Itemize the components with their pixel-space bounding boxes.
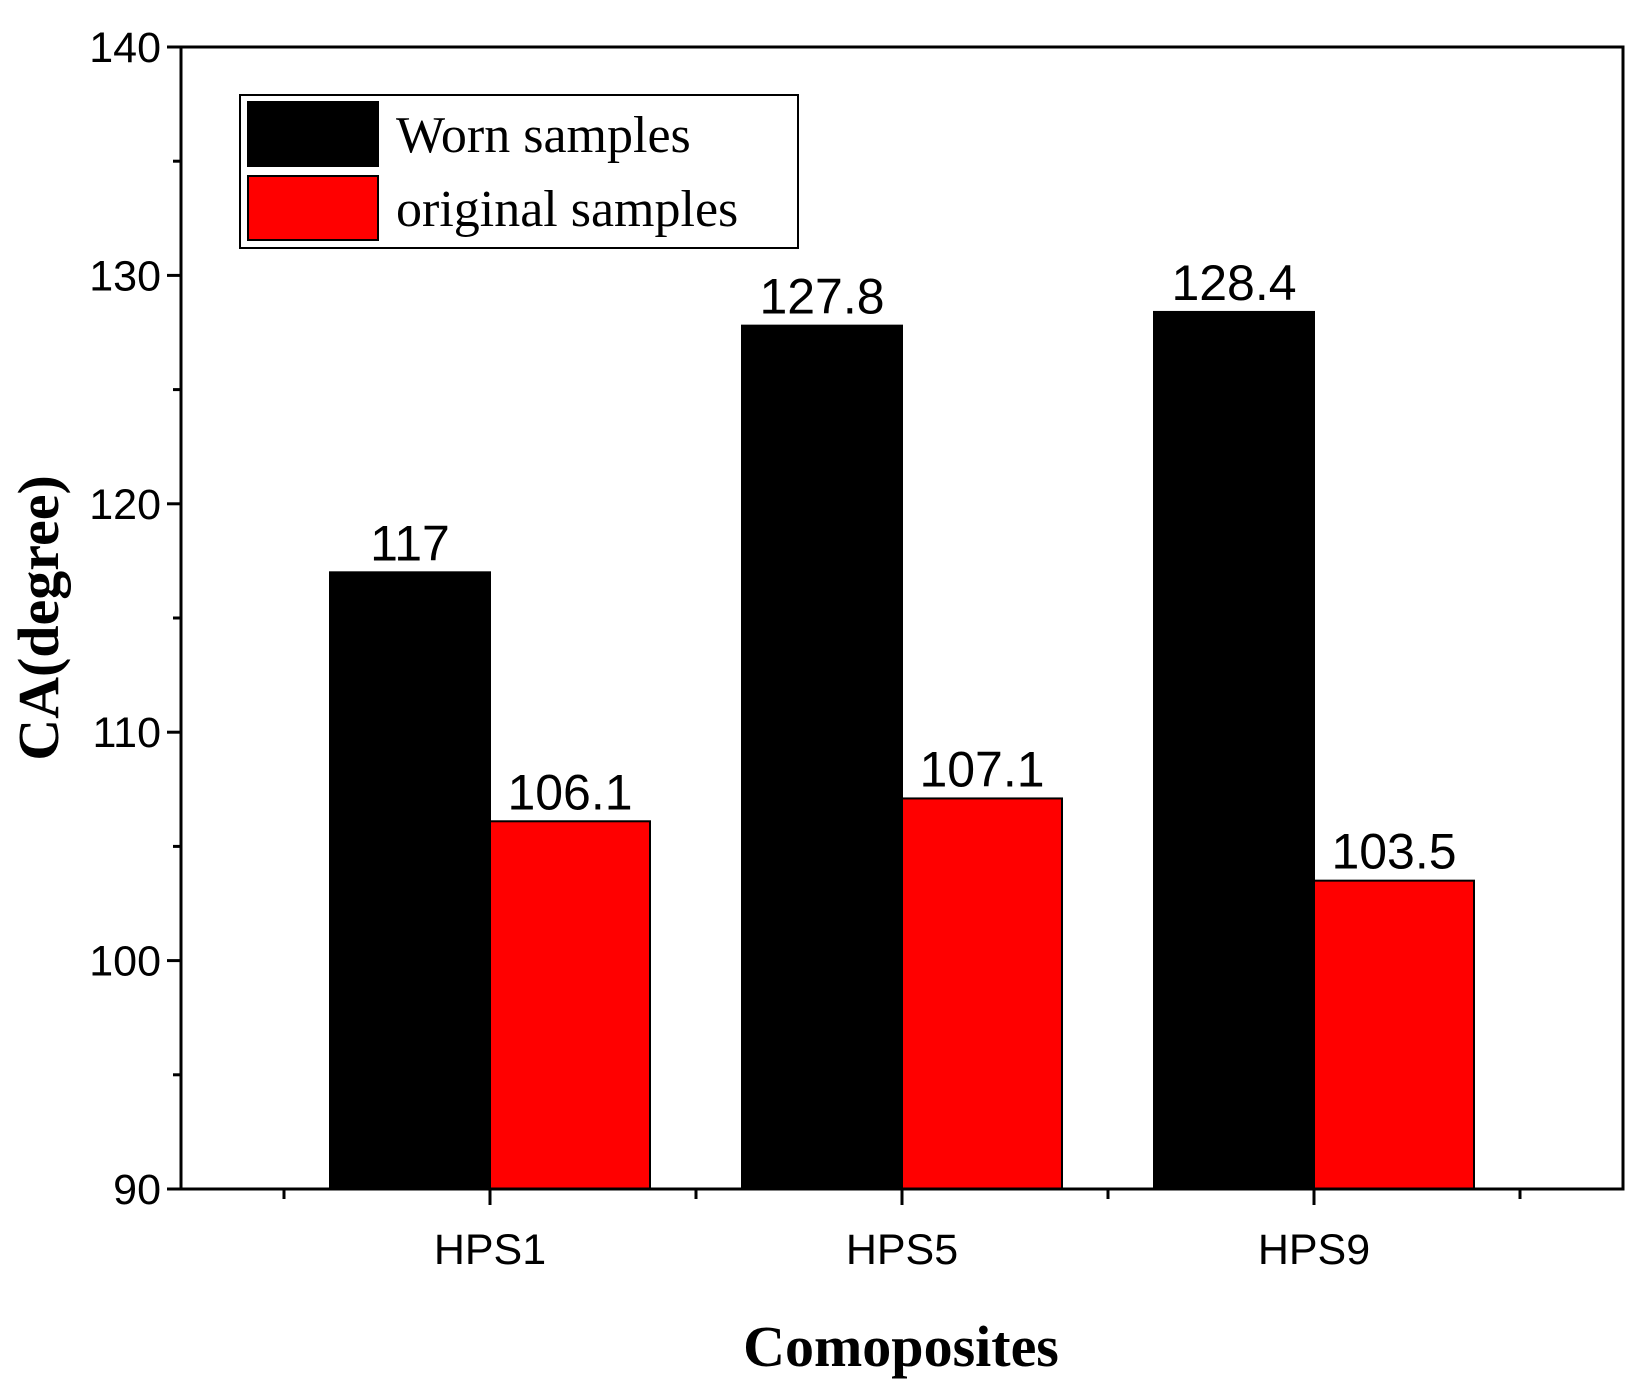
- data-label: 107.1: [919, 741, 1044, 797]
- y-tick-label: 100: [89, 938, 161, 986]
- x-tick-label: HPS9: [1258, 1226, 1370, 1274]
- legend-swatch-original: [247, 175, 379, 241]
- y-tick-label: 130: [89, 252, 161, 300]
- y-axis-ticks: 90 100 110 120 130 140: [89, 24, 181, 1214]
- bar: [901, 797, 1063, 1190]
- x-tick-label: HPS1: [434, 1226, 546, 1274]
- legend: Worn samples original samples: [239, 94, 799, 249]
- y-tick-label: 140: [89, 24, 161, 72]
- bar: [329, 571, 491, 1190]
- x-axis-title: Comoposites: [743, 1314, 1059, 1379]
- value-labels-layer: 117 106.1 127.8 107.1 128.4 103.5: [370, 255, 1456, 880]
- legend-label-worn: Worn samples: [396, 107, 691, 164]
- y-tick-label: 120: [89, 481, 161, 529]
- y-axis-title: CA(degree): [6, 475, 71, 761]
- data-label: 128.4: [1171, 255, 1296, 311]
- data-label: 117: [370, 515, 450, 571]
- bars-layer: [329, 310, 1475, 1191]
- bar: [741, 324, 903, 1190]
- data-label: 103.5: [1331, 824, 1456, 880]
- bar: [489, 820, 651, 1190]
- x-axis-ticks: HPS1 HPS5 HPS9: [282, 1189, 1522, 1274]
- bar: [1313, 879, 1475, 1190]
- bar: [1153, 310, 1315, 1191]
- data-label: 106.1: [507, 764, 632, 820]
- legend-swatch-worn: [247, 101, 379, 167]
- x-tick-label: HPS5: [846, 1226, 958, 1274]
- y-tick-label: 110: [92, 709, 161, 757]
- data-label: 127.8: [759, 269, 884, 325]
- legend-label-original: original samples: [396, 181, 738, 238]
- y-tick-label: 90: [113, 1166, 161, 1214]
